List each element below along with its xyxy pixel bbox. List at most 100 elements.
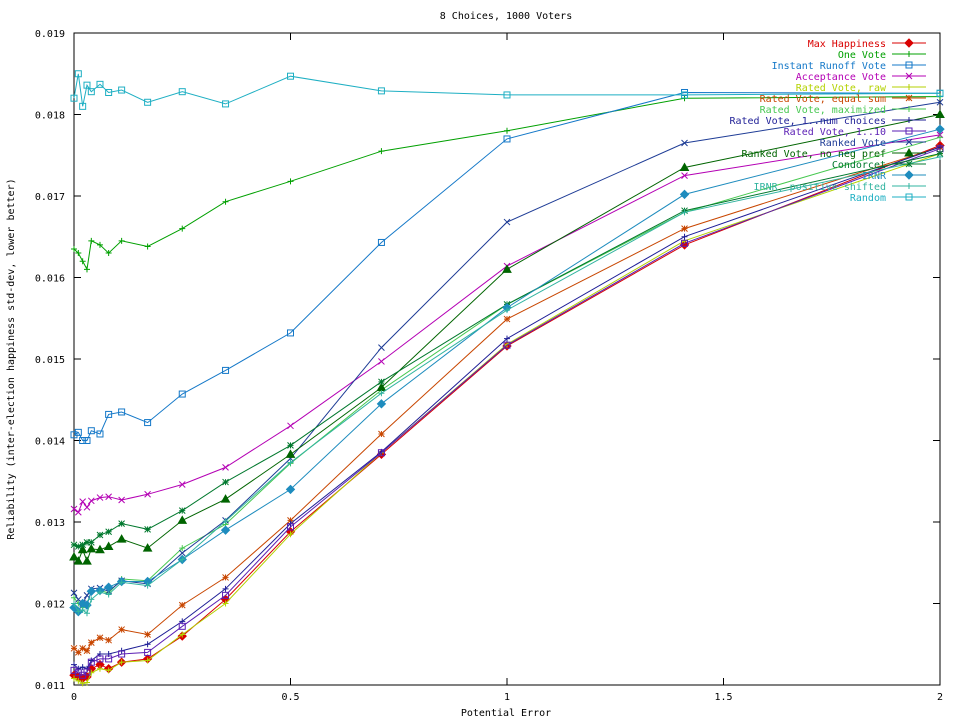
data-point: [222, 100, 230, 108]
data-point: [96, 665, 103, 672]
data-point: [118, 626, 125, 633]
data-point: [70, 505, 78, 513]
data-point: [105, 528, 112, 536]
data-point: [144, 490, 151, 498]
data-point: [178, 601, 186, 609]
data-point: [936, 98, 944, 106]
data-point: [71, 600, 77, 607]
data-point: [96, 531, 104, 539]
series-line: [73, 153, 941, 684]
series-line: [73, 146, 941, 654]
data-point: [220, 494, 231, 503]
data-point: [96, 589, 103, 596]
data-point: [179, 225, 186, 232]
data-point: [906, 106, 912, 112]
series-line: [73, 128, 941, 613]
data-point: [96, 430, 104, 438]
data-point: [105, 493, 112, 501]
data-point: [222, 591, 230, 599]
data-point: [79, 498, 87, 505]
y-tick-label: 0.015: [35, 355, 65, 366]
data-point: [96, 634, 104, 642]
data-point: [905, 160, 913, 168]
data-point: [905, 138, 913, 146]
data-point: [178, 507, 186, 514]
legend-label: Condorcet: [832, 160, 886, 171]
y-tick-label: 0.014: [35, 437, 65, 448]
data-point: [74, 543, 82, 550]
y-tick-label: 0.019: [35, 29, 65, 40]
data-point: [503, 218, 511, 226]
data-point: [681, 172, 688, 179]
data-point: [287, 72, 294, 80]
series-layer: [69, 70, 945, 687]
data-point: [178, 390, 186, 398]
legend-label: Rated Vote, maximized: [760, 105, 886, 116]
legend-label: Rated Vote, raw: [796, 83, 887, 94]
data-point: [71, 245, 77, 252]
data-point: [904, 147, 914, 157]
data-point: [935, 109, 945, 118]
y-tick-label: 0.012: [35, 600, 65, 611]
series-line: [73, 146, 941, 670]
data-point: [179, 556, 186, 563]
series-line: [73, 91, 941, 441]
data-point: [79, 664, 86, 671]
legend-label: IRNR: [862, 171, 887, 182]
legend-label: Max Happiness: [808, 39, 886, 50]
series: [70, 145, 944, 679]
data-point: [178, 481, 186, 488]
data-point: [71, 675, 77, 682]
data-point: [79, 102, 87, 110]
data-point: [87, 497, 95, 505]
data-point: [75, 250, 82, 257]
data-point: [79, 437, 87, 444]
x-tick-label: 1.5: [714, 692, 732, 703]
x-tick-label: 1: [504, 692, 510, 703]
data-point: [71, 661, 77, 668]
legend-label: Rated Vote, equal sum: [760, 94, 886, 105]
series-line: [73, 148, 941, 676]
data-point: [287, 523, 294, 531]
data-point: [178, 88, 186, 96]
data-point: [287, 329, 294, 337]
data-point: [116, 534, 127, 543]
data-point: [118, 579, 125, 586]
data-point: [142, 543, 153, 552]
data-point: [222, 518, 229, 525]
data-point: [287, 531, 294, 538]
data-point: [79, 541, 87, 549]
x-tick-label: 0: [71, 692, 77, 703]
data-point: [70, 541, 78, 549]
data-point: [70, 589, 78, 597]
data-point: [79, 680, 86, 687]
data-point: [88, 237, 95, 244]
data-point: [937, 134, 943, 141]
data-point: [79, 644, 87, 652]
data-point: [118, 408, 126, 416]
data-point: [502, 264, 512, 273]
data-point: [83, 679, 90, 686]
series: [70, 143, 944, 656]
data-point: [86, 586, 97, 596]
data-point: [679, 189, 690, 200]
data-point: [83, 647, 91, 655]
data-point: [79, 607, 86, 614]
data-point: [75, 608, 82, 615]
data-point: [86, 543, 97, 553]
legend-label: One Vote: [838, 50, 886, 61]
data-point: [179, 545, 186, 552]
series-line: [73, 73, 941, 107]
data-point: [503, 91, 511, 99]
data-point: [376, 399, 387, 409]
data-point: [103, 582, 114, 592]
data-point: [118, 650, 126, 658]
data-point: [222, 478, 229, 486]
data-point: [83, 81, 91, 89]
data-point: [905, 61, 913, 69]
data-point: [285, 449, 296, 458]
data-point: [906, 84, 912, 90]
data-point: [69, 552, 79, 561]
legend-label: Rated Vote, 1..num choices: [729, 116, 886, 127]
